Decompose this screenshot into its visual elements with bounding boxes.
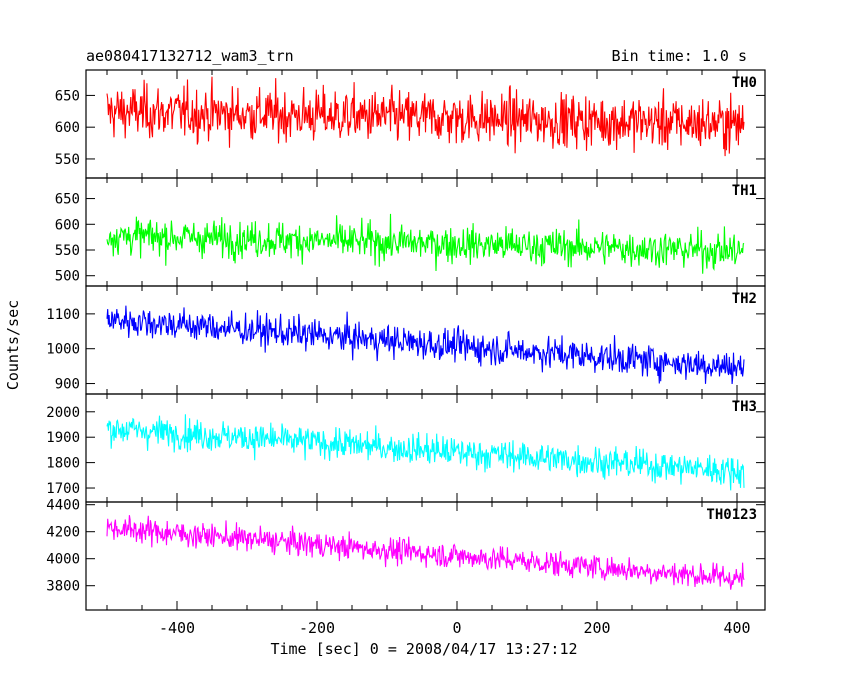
y-tick-label: 1100 <box>46 307 80 323</box>
x-tick-label: 400 <box>723 619 750 637</box>
x-tick-label: -400 <box>159 619 195 637</box>
panel-label: TH2 <box>732 291 757 307</box>
y-tick-label: 1000 <box>46 342 80 358</box>
panel-th0123: 3800 4000 4200 4400 TH0123 <box>46 498 766 611</box>
y-tick-label: 600 <box>55 120 80 136</box>
panel-th1: 500 550 600 650 TH1 <box>55 177 766 287</box>
series-line-th0 <box>106 76 745 157</box>
series-line-th3 <box>106 414 745 491</box>
y-tick-label: 1700 <box>46 481 80 497</box>
chart-title-right: Bin time: 1.0 s <box>612 47 747 65</box>
y-tick-label: 550 <box>55 243 80 259</box>
y-tick-label: 500 <box>55 269 80 285</box>
y-tick-label: 600 <box>55 217 80 233</box>
panel-frame <box>85 285 766 395</box>
x-axis: -400 -200 0 200 400 <box>159 619 751 637</box>
series-line-th2 <box>106 305 745 385</box>
panel-label: TH3 <box>732 399 757 415</box>
y-tick-label: 650 <box>55 192 80 208</box>
y-tick-label: 1800 <box>46 456 80 472</box>
y-tick-label: 650 <box>55 88 80 104</box>
y-tick-label: 4000 <box>46 552 80 568</box>
y-tick-label: 550 <box>55 152 80 168</box>
y-axis-label: Counts/sec <box>4 300 22 390</box>
y-tick-label: 1900 <box>46 430 80 446</box>
y-tick-label: 900 <box>55 377 80 393</box>
panel-label: TH1 <box>732 183 757 199</box>
y-tick-label: 3800 <box>46 579 80 595</box>
x-tick-label: 0 <box>452 619 461 637</box>
y-tick-label: 4400 <box>46 498 80 514</box>
x-tick-label: 200 <box>583 619 610 637</box>
series-line-th0123 <box>106 515 745 590</box>
panel-th2: 900 1000 1100 TH2 <box>46 285 766 395</box>
x-axis-label: Time [sec] 0 = 2008/04/17 13:27:12 <box>270 640 577 658</box>
y-tick-label: 2000 <box>46 405 80 421</box>
y-tick-label: 4200 <box>46 525 80 541</box>
series-line-th1 <box>106 213 745 274</box>
panel-th0: 550 600 650 TH0 <box>55 69 766 179</box>
panel-group: 550 600 650 TH0 500 550 600 650 TH1 900 1000 1100 TH… <box>46 69 766 611</box>
chart-title-left: ae080417132712_wam3_trn <box>86 47 294 65</box>
x-tick-label: -200 <box>299 619 335 637</box>
panel-label: TH0123 <box>706 507 757 523</box>
panel-th3: 1700 1800 1900 2000 TH3 <box>46 393 766 503</box>
panel-label: TH0 <box>732 75 757 91</box>
panel-frame <box>85 501 766 611</box>
